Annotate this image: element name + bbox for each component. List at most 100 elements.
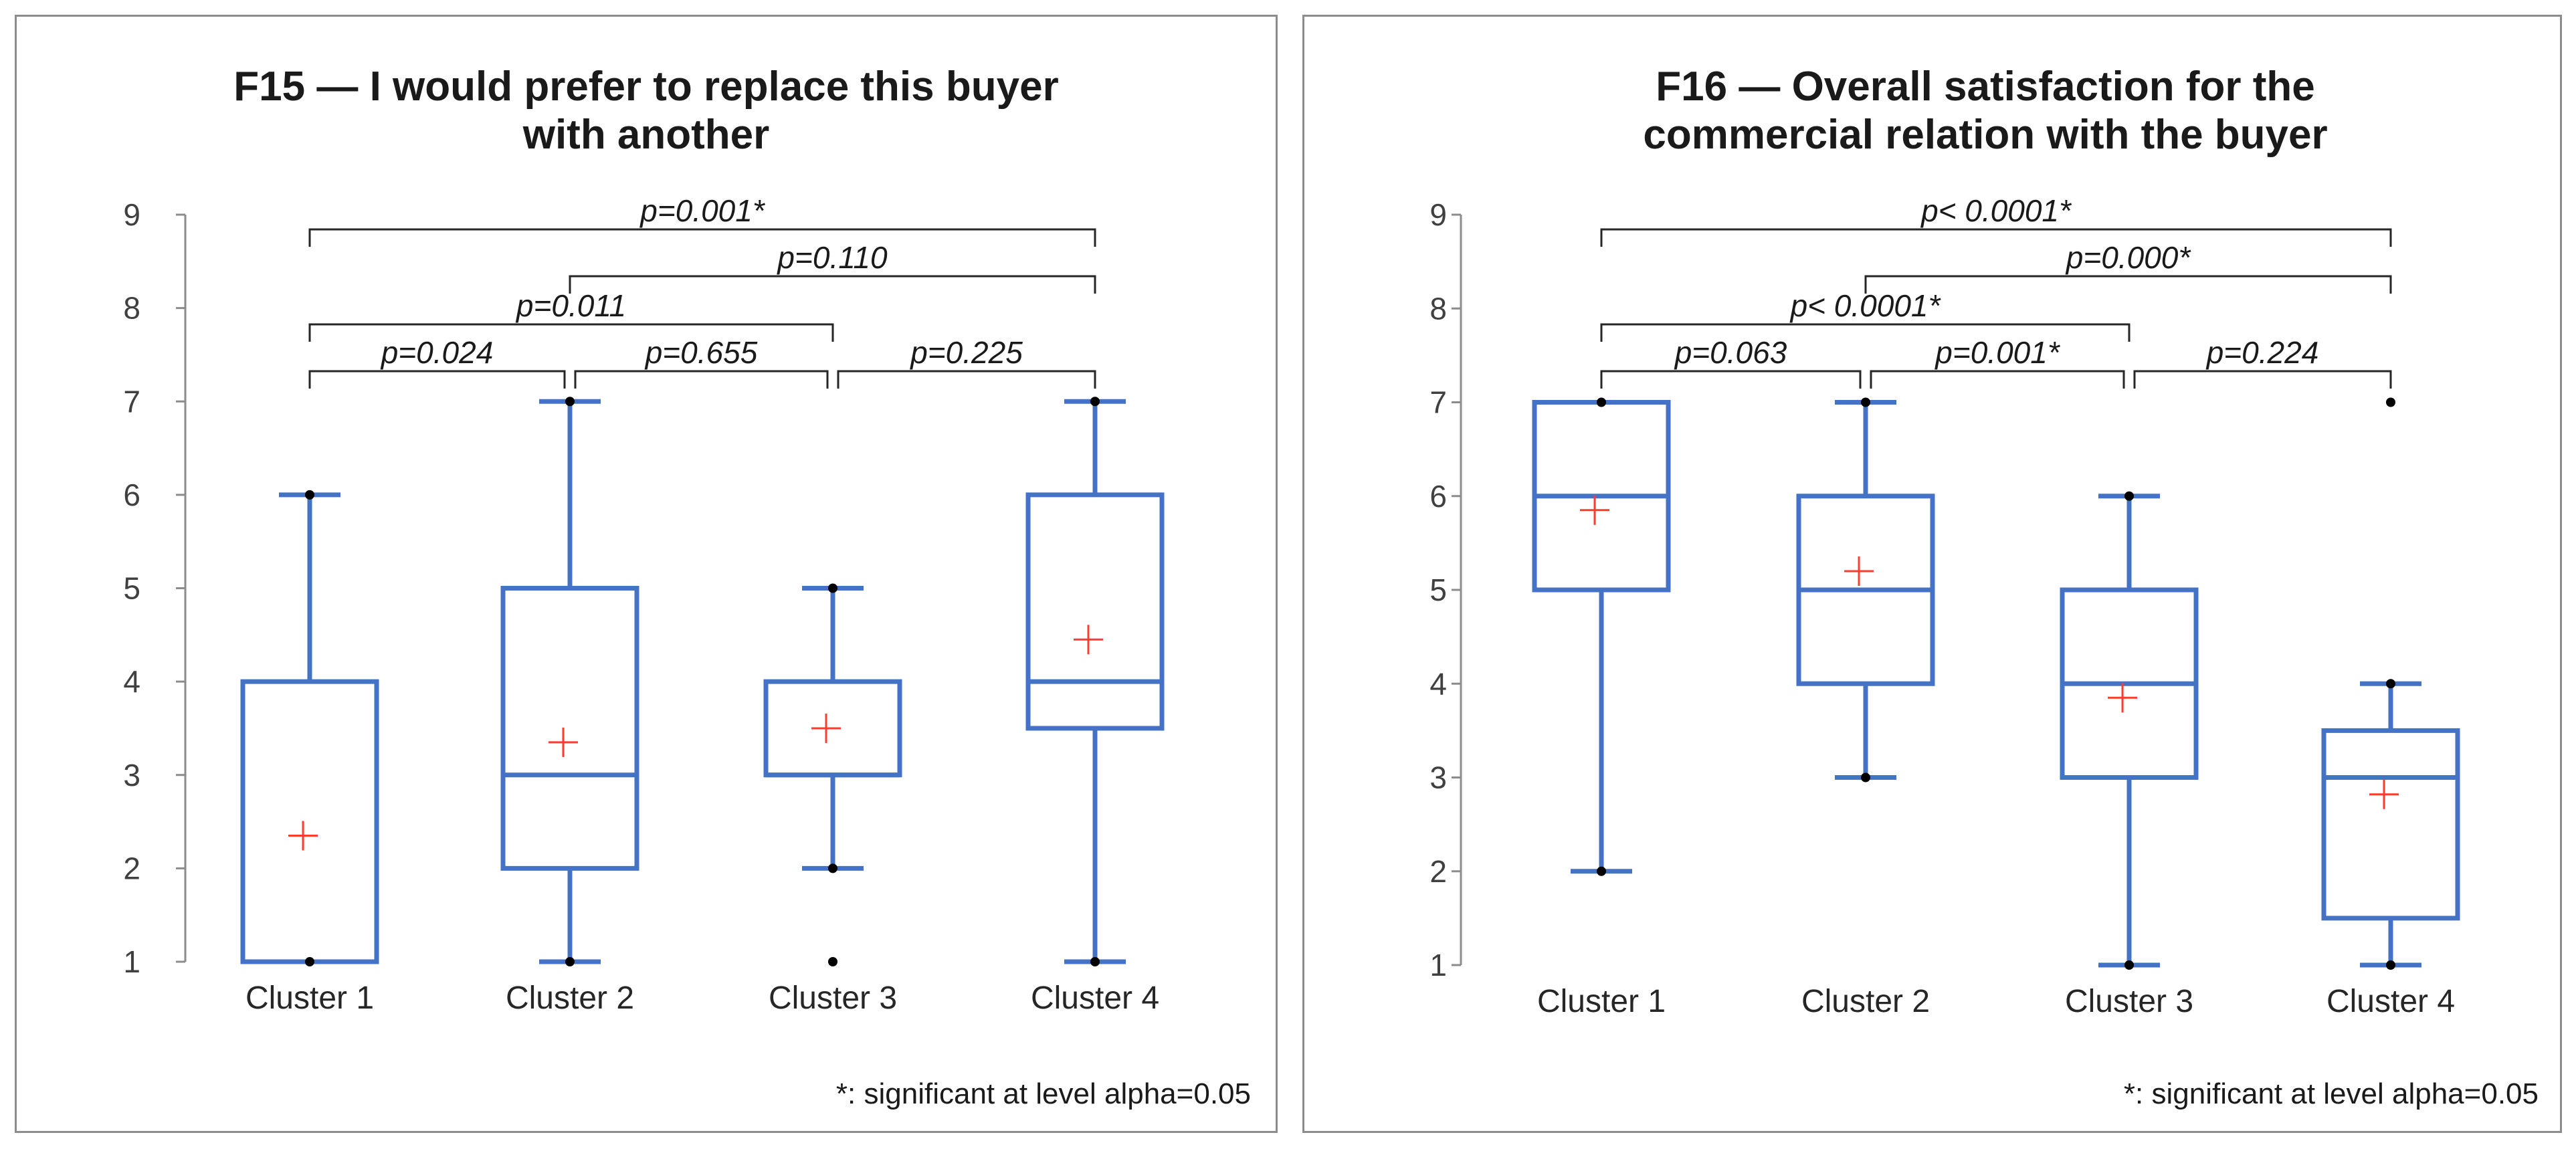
y-tick-label: 9 [1429, 197, 1447, 232]
y-tick-label: 8 [1429, 291, 1447, 326]
chart-panel-f15: F15 — I would prefer to replace this buy… [15, 15, 1278, 1133]
chart-title-line: with another [522, 112, 770, 158]
y-tick-label: 4 [123, 664, 140, 699]
chart-title-line: F16 — Overall satisfaction for the [1656, 64, 2314, 110]
min-point [305, 957, 314, 966]
box-3 [763, 583, 902, 966]
bracket-line [1600, 323, 2131, 342]
bracket-line [837, 370, 1096, 389]
x-category-label: Cluster 4 [1031, 980, 1159, 1016]
p-value-label: p=0.001* [639, 193, 766, 228]
min-point [2386, 960, 2395, 970]
x-category-label: Cluster 2 [1801, 984, 1930, 1019]
max-point [2124, 491, 2134, 501]
max-point [565, 397, 575, 407]
y-tick-label: 1 [1429, 948, 1447, 982]
max-point [305, 490, 314, 500]
x-category-label: Cluster 3 [2065, 984, 2193, 1019]
x-category-label: Cluster 3 [769, 980, 897, 1016]
chart-title-line: F15 — I would prefer to replace this buy… [233, 64, 1058, 110]
bracket-line [308, 228, 1096, 247]
box-body [1025, 492, 1165, 731]
y-tick-label: 7 [123, 384, 140, 419]
min-point [565, 957, 575, 966]
p-value-label: p=0.001* [1934, 335, 2061, 370]
comparison-bracket: p=0.224 [2133, 335, 2392, 389]
bracket-line [574, 370, 829, 389]
max-point [2386, 679, 2395, 689]
box-body [2321, 728, 2460, 921]
min-point [2124, 960, 2134, 970]
p-value-label: p=0.224 [2205, 335, 2319, 370]
min-point [828, 863, 837, 873]
outlier-point [2386, 397, 2395, 407]
x-category-label: Cluster 4 [2326, 984, 2455, 1019]
comparison-bracket: p=0.001* [1870, 335, 2125, 389]
bracket-line [1600, 228, 2392, 247]
comparison-bracket: p=0.001* [308, 193, 1096, 247]
bracket-line [308, 370, 566, 389]
y-tick-label: 3 [1429, 760, 1447, 795]
x-category-label: Cluster 2 [506, 980, 634, 1016]
bracket-line [308, 323, 834, 342]
significance-footnote: *: significant at level alpha=0.05 [836, 1077, 1251, 1110]
boxplot-chart-f16: F16 — Overall satisfaction for the comme… [1429, 64, 2539, 1110]
bracket-line [2133, 370, 2392, 389]
x-category-label: Cluster 1 [1537, 984, 1666, 1019]
bracket-line [1600, 370, 1862, 389]
comparison-bracket: p< 0.0001* [1600, 288, 2131, 342]
significance-footnote: *: significant at level alpha=0.05 [2124, 1077, 2539, 1110]
comparison-bracket: p=0.063 [1600, 335, 1862, 389]
bracket-line [1864, 275, 2392, 294]
max-point [1597, 397, 1606, 407]
box-4 [2321, 397, 2460, 970]
p-value-label: p=0.110 [776, 240, 888, 275]
y-tick-label: 6 [1429, 479, 1447, 514]
y-tick-label: 5 [1429, 572, 1447, 607]
y-tick-label: 3 [123, 758, 140, 793]
box-body [500, 586, 639, 871]
comparison-bracket: p=0.011 [308, 288, 834, 342]
max-point [828, 583, 837, 593]
min-point [1597, 866, 1606, 876]
x-category-label: Cluster 1 [245, 980, 374, 1016]
chart-title-line: commercial relation with the buyer [1643, 112, 2327, 158]
bracket-line [1870, 370, 2125, 389]
box-2 [1796, 397, 1935, 782]
comparison-bracket: p=0.024 [308, 335, 566, 389]
y-tick-label: 6 [123, 478, 140, 512]
p-value-label: p=0.024 [380, 335, 494, 370]
min-point [1090, 957, 1100, 966]
box-body [240, 679, 379, 964]
comparison-bracket: p=0.110 [569, 240, 1096, 294]
p-value-label: p=0.063 [1674, 335, 1787, 370]
p-value-label: p=0.000* [2065, 240, 2192, 275]
box-1 [240, 490, 379, 966]
y-tick-label: 8 [123, 291, 140, 326]
y-tick-label: 7 [1429, 385, 1447, 420]
comparison-bracket: p=0.655 [574, 335, 829, 389]
bracket-line [569, 275, 1096, 294]
outlier-point [828, 957, 837, 966]
box-3 [2060, 491, 2199, 970]
p-value-label: p=0.225 [909, 335, 1023, 370]
y-tick-label: 5 [123, 571, 140, 606]
p-value-label: p< 0.0001* [1789, 288, 1942, 323]
y-tick-label: 2 [123, 851, 140, 885]
p-value-label: p=0.655 [644, 335, 758, 370]
p-value-label: p=0.011 [515, 288, 626, 323]
min-point [1861, 772, 1870, 782]
y-tick-label: 4 [1429, 666, 1447, 701]
comparison-bracket: p< 0.0001* [1600, 193, 2392, 247]
boxplot-chart-f15: F15 — I would prefer to replace this buy… [123, 64, 1251, 1110]
chart-panel-f16: F16 — Overall satisfaction for the comme… [1302, 15, 2562, 1133]
p-value-label: p< 0.0001* [1920, 193, 2072, 228]
y-tick-label: 1 [123, 944, 140, 979]
y-tick-label: 9 [123, 197, 140, 232]
max-point [1090, 397, 1100, 407]
max-point [1861, 397, 1870, 407]
comparison-bracket: p=0.225 [837, 335, 1096, 389]
box-1 [1532, 397, 1671, 876]
y-tick-label: 2 [1429, 854, 1447, 889]
comparison-bracket: p=0.000* [1864, 240, 2392, 294]
